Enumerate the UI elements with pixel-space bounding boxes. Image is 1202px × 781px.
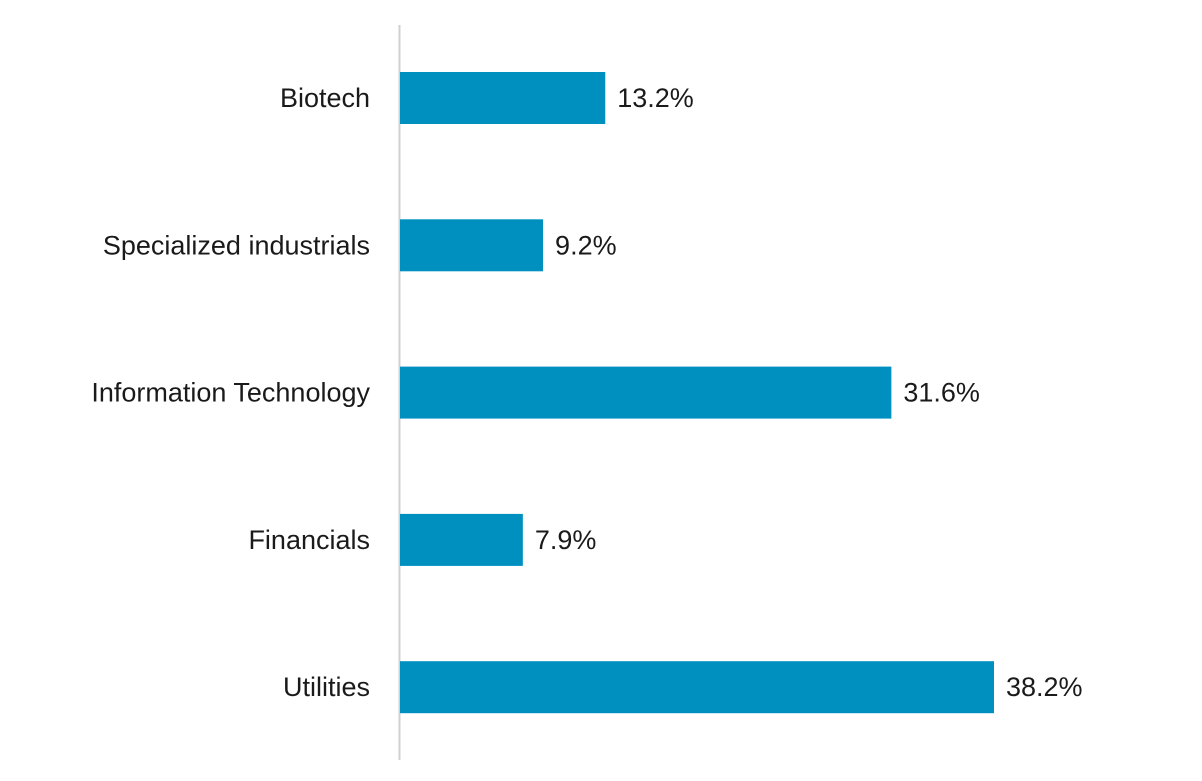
bar (400, 513, 523, 566)
value-label: 31.6% (903, 378, 980, 408)
category-label: Financials (248, 525, 370, 555)
bar (400, 72, 606, 124)
value-label: 38.2% (1006, 672, 1083, 702)
category-label: Utilities (283, 672, 370, 702)
value-label: 13.2% (617, 83, 694, 113)
category-label: Specialized industrials (103, 230, 370, 260)
category-label: Information Technology (91, 378, 370, 408)
bar (400, 366, 892, 419)
category-label: Biotech (280, 83, 370, 113)
value-label: 9.2% (555, 230, 617, 260)
bar (400, 219, 544, 272)
value-label: 7.9% (535, 525, 597, 555)
bar (400, 661, 994, 714)
bars-group: Biotech 13.2% Specialized industrials 9.2% I… (91, 72, 1083, 714)
